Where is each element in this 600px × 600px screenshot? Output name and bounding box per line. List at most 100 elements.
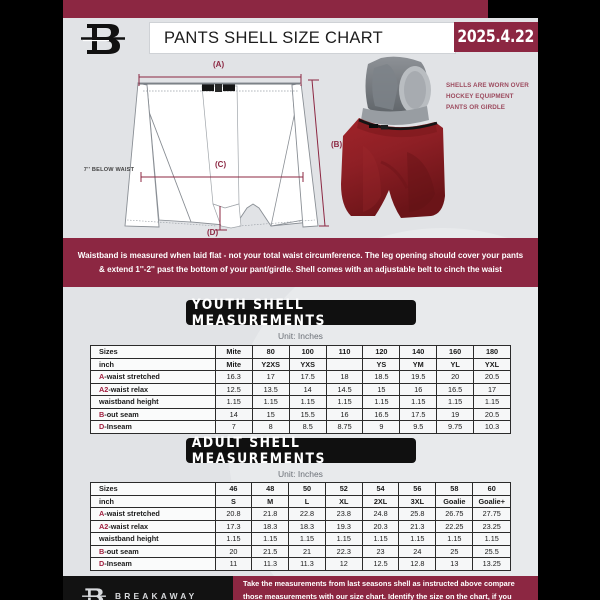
table-cell: 11.3 — [251, 557, 290, 571]
table-cell: 1.15 — [251, 532, 290, 546]
youth-table-body: Sizes Mite 80 100 110 120 140 160 180 inch Mite Y2X… — [90, 345, 511, 434]
label-b: (B) — [331, 140, 343, 149]
table-row-label: A-waist stretched — [90, 507, 216, 521]
table-cell: 18.5 — [362, 370, 401, 384]
table-cell: 17 — [251, 370, 290, 384]
table-cell: 1.15 — [288, 532, 326, 546]
breakaway-b-logo-icon-footer — [82, 588, 106, 600]
table-cell: 12.5 — [361, 557, 400, 571]
diagram-section: (A) (C) (B) (D) 7'' BELOW WAIST SHELLS A… — [63, 56, 538, 238]
adult-banner: ADULT SHELL MEASUREMENTS — [186, 435, 416, 467]
below-waist-label: 7'' BELOW WAIST — [83, 167, 135, 173]
table-cell: 25.5 — [472, 544, 511, 558]
table-cell: 1.15 — [436, 395, 475, 409]
footer-note-text: Take the measurements from last seasons … — [243, 578, 515, 600]
table-cell: 1.15 — [361, 532, 400, 546]
table-cell: 16 — [399, 382, 438, 396]
table-cell: 19 — [436, 407, 475, 421]
table-cell: S — [214, 494, 253, 508]
table-cell: 1.15 — [362, 395, 401, 409]
table-cell: 11 — [214, 557, 253, 571]
table-cell: 16.5 — [362, 407, 401, 421]
table-cell: 13 — [435, 557, 474, 571]
date-text: 2025.4.22 — [457, 27, 535, 47]
table-cell: 18 — [325, 370, 364, 384]
table-row: D-Inseam 7 8 8.5 8.75 9 9.5 9.75 10.3 — [90, 420, 511, 434]
table-cell: XL — [324, 494, 363, 508]
table-header-cell: 50 — [288, 482, 326, 496]
table-row: Sizes 46 48 50 52 54 56 58 60 — [90, 482, 511, 496]
measurement-key: D — [99, 559, 105, 569]
table-cell: 20.5 — [473, 370, 511, 384]
table-header-cell: 56 — [398, 482, 437, 496]
table-cell: 21 — [288, 544, 326, 558]
label-d: (D) — [207, 228, 219, 237]
table-cell: L — [288, 494, 326, 508]
table-cell: 17.5 — [399, 407, 438, 421]
product-photo — [341, 56, 445, 218]
page-content: PANTS SHELL SIZE CHART 2025.4.22 — [63, 18, 538, 600]
table-cell: 23.8 — [324, 507, 363, 521]
table-row-label: waistband height — [90, 395, 216, 409]
table-cell: 21.5 — [251, 544, 290, 558]
table-cell: 22.25 — [435, 519, 474, 533]
table-cell: 20.5 — [473, 407, 511, 421]
top-accent-strip — [63, 0, 488, 18]
footer-brand: BREAKAWAY — [115, 591, 198, 600]
table-header-cell: 110 — [325, 345, 364, 359]
pants-technical-drawing — [124, 56, 445, 231]
table-row: A2-waist relax 12.5 13.5 14 14.5 15 16 16.5 17 — [90, 382, 511, 396]
table-cell: 8.5 — [288, 420, 327, 434]
measurement-key: B — [99, 409, 105, 419]
table-cell: 13.5 — [251, 382, 290, 396]
table-header-cell: 120 — [362, 345, 401, 359]
table-row-label: inch — [90, 357, 216, 371]
table-cell: 14 — [214, 407, 253, 421]
table-row: A-waist stretched 20.8 21.8 22.8 23.8 24.8 25.… — [90, 507, 511, 521]
table-cell: 12.8 — [398, 557, 437, 571]
photo-note: SHELLS ARE WORN OVER HOCKEY EQUIPMENT PA… — [446, 82, 529, 112]
table-cell: 1.15 — [251, 395, 290, 409]
table-cell: YM — [399, 357, 438, 371]
table-row-label: waistband height — [90, 532, 216, 546]
table-cell: YXL — [473, 357, 511, 371]
table-cell: 23.25 — [472, 519, 511, 533]
table-cell: 1.15 — [435, 532, 474, 546]
table-header-cell: 100 — [288, 345, 327, 359]
table-row-label: D-Inseam — [90, 557, 216, 571]
table-cell: 16 — [325, 407, 364, 421]
table-cell: 24 — [398, 544, 437, 558]
table-cell: 21.8 — [251, 507, 290, 521]
measurement-key: B — [99, 546, 105, 556]
table-row: inch Mite Y2XS YXS YS YM YL YXL — [90, 357, 511, 371]
table-cell: YS — [362, 357, 401, 371]
youth-banner-text: YOUTH SHELL MEASUREMENTS — [191, 296, 326, 329]
page-footer: BREAKAWAY Take the measurements from las… — [63, 576, 538, 600]
table-cell: YXS — [288, 357, 327, 371]
table-cell: 1.15 — [288, 395, 327, 409]
table-header-cell: 80 — [251, 345, 290, 359]
table-cell: 25.8 — [398, 507, 437, 521]
table-cell: 19.5 — [399, 370, 438, 384]
label-c: (C) — [215, 160, 227, 169]
table-cell: 14 — [288, 382, 327, 396]
adult-unit: Unit: Inches — [278, 469, 323, 479]
measurement-notice: Waistband is measured when laid flat - n… — [63, 238, 538, 287]
table-row-label: B-out seam — [90, 544, 216, 558]
shorts-outline — [124, 82, 319, 229]
page-header: PANTS SHELL SIZE CHART 2025.4.22 — [63, 18, 538, 56]
table-row-label: Sizes — [90, 345, 216, 359]
table-cell: 7 — [214, 420, 253, 434]
table-header-cell: 58 — [435, 482, 474, 496]
table-cell: 13.25 — [472, 557, 511, 571]
breakaway-b-logo-icon — [81, 24, 125, 54]
table-header-cell: 48 — [251, 482, 290, 496]
top-black-strip — [488, 0, 538, 18]
table-row: B-out seam 14 15 15.5 16 16.5 17.5 19 20.5 — [90, 407, 511, 421]
table-cell: Y2XS — [251, 357, 290, 371]
table-cell: 1.15 — [325, 395, 364, 409]
adult-table: Sizes 46 48 50 52 54 56 58 60 inch S M L XL 2XL 3XL Goal… — [90, 482, 511, 571]
table-row: waistband height 1.15 1.15 1.15 1.15 1.15 1.15… — [90, 532, 511, 546]
table-cell: 1.15 — [324, 532, 363, 546]
table-cell: 11.3 — [288, 557, 326, 571]
